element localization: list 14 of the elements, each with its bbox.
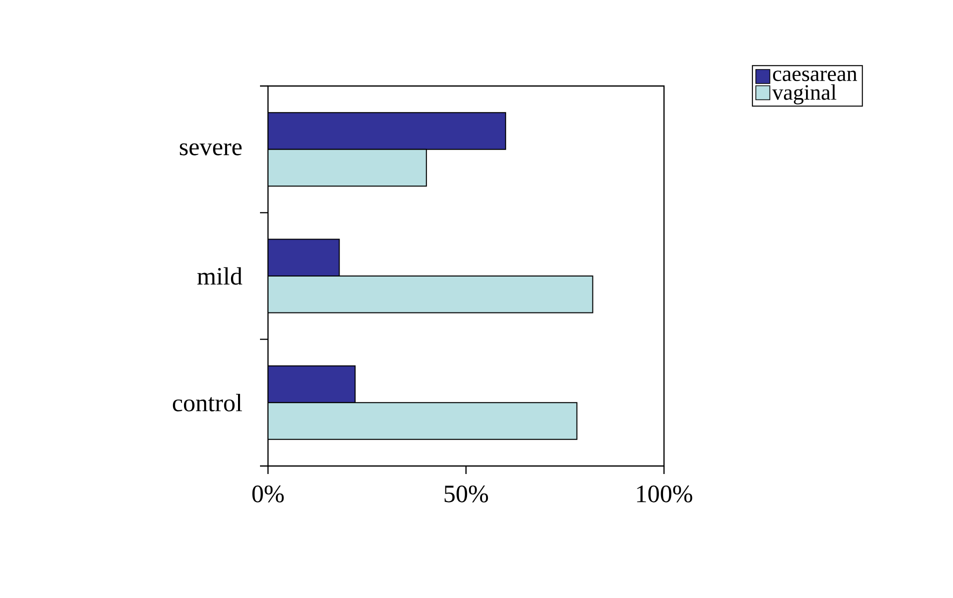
x-tick-label: 100% [637, 486, 692, 502]
x-tick-label: 50% [444, 486, 488, 502]
bar [268, 238, 340, 276]
bar [268, 365, 356, 404]
x-tick-label: 0% [252, 486, 284, 502]
bar [268, 148, 427, 187]
y-tick-label: mild [197, 267, 242, 285]
bar [268, 112, 506, 150]
y-tick-label: severe [180, 143, 242, 156]
bar [268, 275, 594, 314]
bar [268, 402, 578, 440]
y-tick-label: control [172, 394, 242, 412]
legend-label: vaginal [772, 84, 836, 104]
legend-label: caesarean [773, 70, 858, 82]
